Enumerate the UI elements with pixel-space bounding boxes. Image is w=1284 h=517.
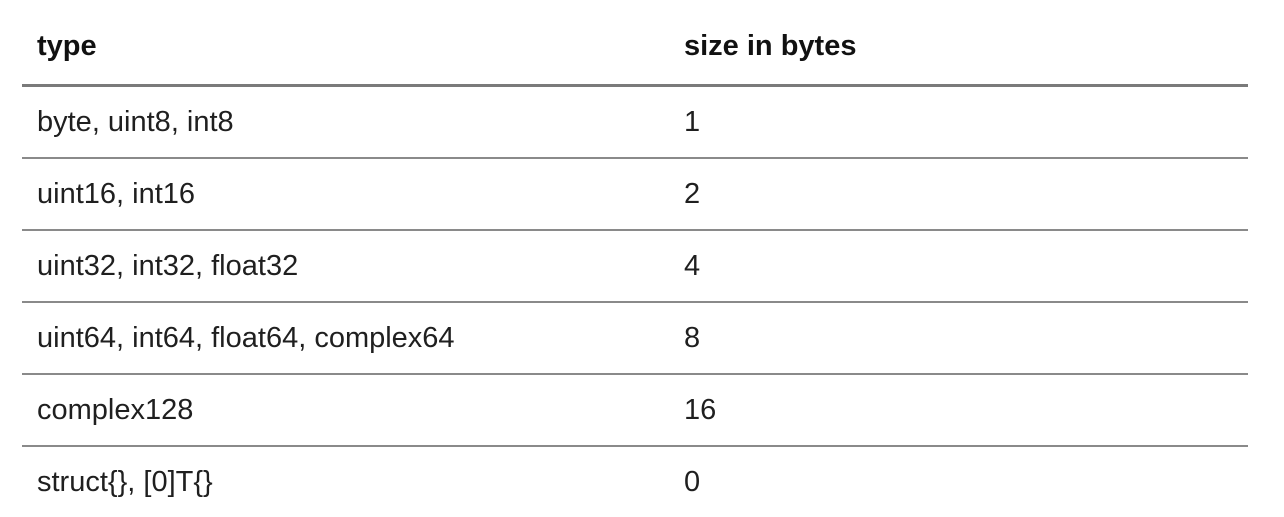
type-size-table: type size in bytes byte, uint8, int8 1 u…: [22, 8, 1248, 517]
type-cell: complex128: [37, 393, 194, 426]
type-cell: uint64, int64, float64, complex64: [37, 321, 455, 354]
size-cell: 4: [684, 249, 701, 282]
size-cell: 1: [684, 105, 701, 138]
column-header-type: type: [37, 29, 97, 62]
table-row: uint32, int32, float32 4: [22, 231, 1248, 303]
size-cell: 0: [684, 465, 701, 498]
size-cell: 16: [684, 393, 717, 426]
table-row: struct{}, [0]T{} 0: [22, 447, 1248, 517]
type-cell: uint16, int16: [37, 177, 196, 210]
table-row: complex128 16: [22, 375, 1248, 447]
size-cell: 2: [684, 177, 701, 210]
type-cell: byte, uint8, int8: [37, 105, 234, 138]
table-row: uint64, int64, float64, complex64 8: [22, 303, 1248, 375]
table-row: byte, uint8, int8 1: [22, 87, 1248, 159]
column-header-size: size in bytes: [684, 29, 857, 62]
table-header-row: type size in bytes: [22, 8, 1248, 87]
table-row: uint16, int16 2: [22, 159, 1248, 231]
size-cell: 8: [684, 321, 701, 354]
type-cell: uint32, int32, float32: [37, 249, 299, 282]
type-cell: struct{}, [0]T{}: [37, 465, 213, 498]
